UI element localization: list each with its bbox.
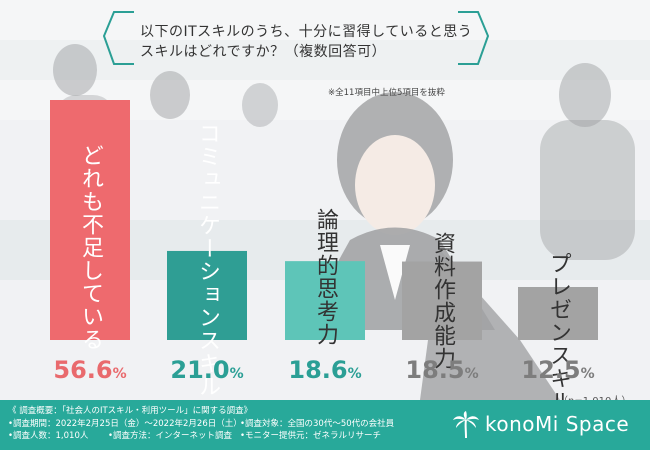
selection-note: ※全11項目中上位5項目を抜粋 [328,88,445,98]
question-callout: 以下のITスキルのうち、十分に習得していると思う スキルはどれですか？（複数回答… [100,8,492,70]
value-unit-1: % [112,366,127,382]
survey-title: 《 調査概要：「社会人のITスキル・利用ツール」に関する調査》 [8,406,253,416]
bar-5 [518,286,598,340]
value-unit-3: % [347,366,362,382]
survey-provider: •モニター提供元：ゼネラルリサーチ [240,431,382,441]
value-number-3: 18.6 [288,356,348,384]
bar-label-4: 資料作成能力 [430,232,455,370]
value-number-5: 12.5 [521,356,581,384]
value-number-1: 56.6 [53,356,113,384]
survey-target: •調査対象：全国の30代～50代の会社員 [240,418,395,429]
value-label-5: 12.5% [521,356,594,384]
bar-1 [50,100,130,340]
survey-footer: 《 調査概要：「社会人のITスキル・利用ツール」に関する調査》 •調査期間：20… [0,400,650,450]
value-label-4: 18.5% [405,356,478,384]
survey-period: •調査期間：2022年2月25日（金）～2022年2月26日（土） [8,418,242,429]
brand-logo: konoMi Space [451,410,646,440]
question-line-2: スキルはどれですか？（複数回答可） [140,44,387,60]
bar-2 [167,250,247,340]
bar-label-5: プレゼンスキル [546,252,571,413]
survey-respondents: •調査人数：1,010人 [8,431,89,441]
bar-label-3: 論理的思考力 [313,208,338,346]
value-unit-5: % [580,366,595,382]
bar-label-2: コミュニケーションスキル [195,122,220,398]
value-number-2: 21.0 [170,356,230,384]
value-label-3: 18.6% [288,356,361,384]
palm-tree-icon [453,411,479,439]
bar-label-1: どれも不足している [78,144,103,351]
question-bracket-frame [102,11,490,65]
value-label-2: 21.0% [170,356,243,384]
value-number-4: 18.5 [405,356,465,384]
survey-method: •調査方法：インターネット調査 [108,431,233,441]
brand-name: konoMi Space [485,412,630,436]
value-unit-4: % [464,366,479,382]
bar-4 [402,261,482,340]
bar-chart [50,100,598,340]
value-label-1: 56.6% [53,356,126,384]
question-line-1: 以下のITスキルのうち、十分に習得していると思う [140,24,473,40]
bar-3 [285,261,365,340]
question-text: 以下のITスキルのうち、十分に習得していると思う スキルはどれですか？（複数回答… [140,22,480,62]
value-unit-2: % [229,366,244,382]
